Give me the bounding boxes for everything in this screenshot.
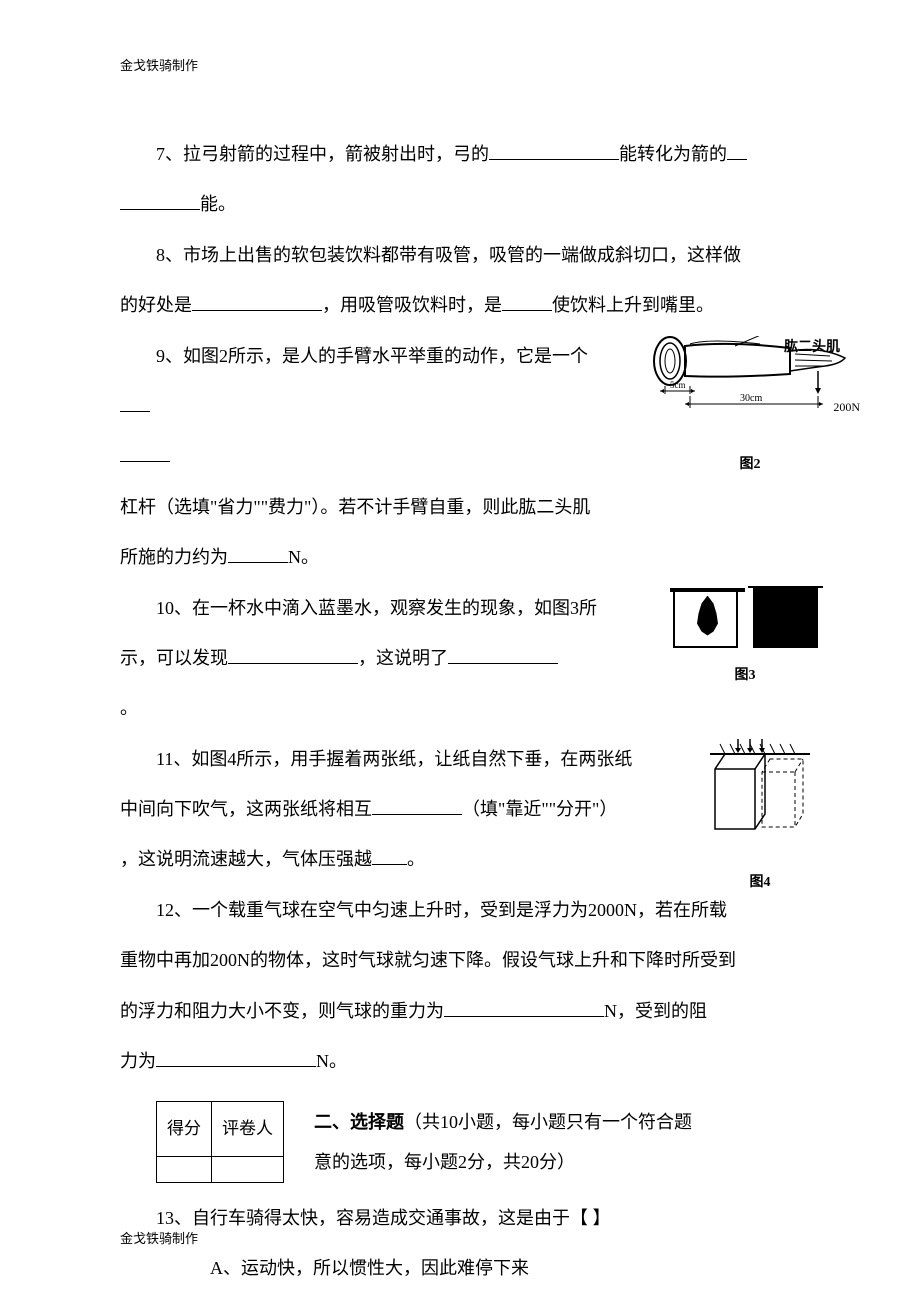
score-cell-grader[interactable] — [212, 1157, 284, 1183]
q7-blank-2b[interactable] — [120, 192, 200, 210]
question-9-line2: 杠杆（选填"省力""费力"）。若不计手臂自重，则此肱二头肌 — [120, 482, 800, 532]
q12-text-4a: 力为 — [120, 1051, 156, 1071]
q8-text-pre: 8、市场上出售的软包装饮料都带有吸管，吸管的一端做成斜切口，这样做 — [156, 245, 741, 265]
q8-blank-1[interactable] — [192, 293, 322, 311]
q11-text-2b: （填"靠近""分开"） — [462, 799, 617, 819]
q9-text-1: 9、如图2所示，是人的手臂水平举重的动作，它是一个 — [156, 346, 588, 366]
q10-text-end: 。 — [120, 698, 138, 718]
q10-blank-2[interactable] — [448, 646, 558, 664]
question-9-line3: 所施的力约为 N。 — [120, 532, 800, 582]
question-11-wrap: 图4 11、如图4所示，用手握着两张纸，让纸自然下垂，在两张纸 中间向下吹气，这… — [120, 734, 800, 885]
score-cell-score[interactable] — [157, 1157, 212, 1183]
q7-text-end: 能。 — [200, 194, 236, 214]
question-13-stem: 13、自行车骑得太快，容易造成交通事故，这是由于【 】 — [120, 1193, 800, 1243]
section-2-title-bold: 二、选择题 — [314, 1112, 404, 1132]
q7-blank-1[interactable] — [489, 142, 619, 160]
q11-text-3b: 。 — [407, 849, 425, 869]
q12-text-3a: 的浮力和阻力大小不变，则气球的重力为 — [120, 1001, 444, 1021]
question-12-line4: 力为 N。 — [120, 1036, 800, 1086]
q8-text-end: 使饮料上升到嘴里。 — [552, 295, 714, 315]
q7-text-pre: 7、拉弓射箭的过程中，箭被射出时，弓的 — [156, 144, 489, 164]
question-11-line1: 11、如图4所示，用手握着两张纸，让纸自然下垂，在两张纸 — [120, 734, 800, 784]
question-10-line1: 10、在一杯水中滴入蓝墨水，观察发生的现象，如图3所 — [120, 583, 800, 633]
fig2-force-label: 200N — [833, 391, 860, 425]
question-7: 7、拉弓射箭的过程中，箭被射出时，弓的 能转化为箭的 — [120, 129, 800, 179]
q9-blank-2[interactable] — [228, 545, 288, 563]
q7-blank-2a[interactable] — [727, 142, 747, 160]
footer-watermark: 金戈铁骑制作 — [120, 1228, 198, 1247]
section-2-header: 得分 评卷人 二、选择题（共10小题，每小题只有一个符合题 意的选项，每小题2分… — [120, 1101, 800, 1183]
q8-blank-2[interactable] — [502, 293, 552, 311]
question-8-cont: 的好处是 ，用吸管吸饮料时，是 使饮料上升到嘴里。 — [120, 280, 800, 330]
q12-text-2: 重物中再加200N的物体，这时气球就匀速下降。假设气球上升和下降时所受到 — [120, 950, 736, 970]
question-11-line3: ，这说明流速越大，气体压强越 。 — [120, 834, 800, 884]
question-9-line1: 9、如图2所示，是人的手臂水平举重的动作，它是一个 — [120, 331, 800, 432]
q9-blank-1a[interactable] — [120, 394, 150, 412]
q8-text-mid1: 的好处是 — [120, 295, 192, 315]
section-2-title: 二、选择题（共10小题，每小题只有一个符合题 意的选项，每小题2分，共20分） — [314, 1101, 800, 1182]
header-watermark: 金戈铁骑制作 — [120, 55, 800, 74]
q11-text-2a: 中间向下吹气，这两张纸将相互 — [120, 799, 372, 819]
q9-text-3b: N。 — [288, 547, 319, 567]
document-body: 7、拉弓射箭的过程中，箭被射出时，弓的 能转化为箭的 能。 8、市场上出售的软包装… — [120, 129, 800, 1294]
fig2-caption: 图2 — [650, 445, 850, 484]
q13-text: 13、自行车骑得太快，容易造成交通事故，这是由于【 】 — [156, 1208, 611, 1228]
section-2-title-rest: （共10小题，每小题只有一个符合题 — [404, 1112, 692, 1132]
q12-blank-2[interactable] — [156, 1049, 316, 1067]
q10-text-2a: 示，可以发现 — [120, 648, 228, 668]
question-7-cont: 能。 — [120, 179, 800, 229]
fig3-caption: 图3 — [660, 656, 830, 695]
question-12-line2: 重物中再加200N的物体，这时气球就匀速下降。假设气球上升和下降时所受到 — [120, 935, 800, 985]
question-11-line2: 中间向下吹气，这两张纸将相互 （填"靠近""分开"） — [120, 784, 800, 834]
q11-blank-2[interactable] — [372, 847, 407, 865]
question-10-wrap: 图3 10、在一杯水中滴入蓝墨水，观察发生的现象，如图3所 示，可以发现，这说明… — [120, 583, 800, 734]
q11-text-1: 11、如图4所示，用手握着两张纸，让纸自然下垂，在两张纸 — [156, 749, 632, 769]
score-header-grader: 评卷人 — [212, 1102, 284, 1157]
q9-text-2: 杠杆（选填"省力""费力"）。若不计手臂自重，则此肱二头肌 — [120, 497, 590, 517]
q9-text-3a: 所施的力约为 — [120, 547, 228, 567]
q12-text-3b: N，受到的阻 — [604, 1001, 707, 1021]
question-9-wrap: 肱二头肌 5cm — [120, 331, 800, 583]
score-header-score: 得分 — [157, 1102, 212, 1157]
q10-blank-1[interactable] — [228, 646, 358, 664]
q9-blank-1b[interactable] — [120, 444, 170, 462]
question-8: 8、市场上出售的软包装饮料都带有吸管，吸管的一端做成斜切口，这样做 — [120, 230, 800, 280]
q11-text-3a: ，这说明流速越大，气体压强越 — [120, 849, 372, 869]
question-12-line3: 的浮力和阻力大小不变，则气球的重力为 N，受到的阻 — [120, 986, 800, 1036]
q12-blank-1[interactable] — [444, 999, 604, 1017]
q8-text-mid2: ，用吸管吸饮料时，是 — [322, 295, 502, 315]
q12-text-1: 12、一个载重气球在空气中匀速上升时，受到是浮力为2000N，若在所载 — [156, 900, 727, 920]
q10-text-2b: ，这说明了 — [358, 648, 448, 668]
question-13-option-a: A、运动快，所以惯性大，因此难停下来 — [120, 1243, 800, 1293]
question-12-line1: 12、一个载重气球在空气中匀速上升时，受到是浮力为2000N，若在所载 — [120, 885, 800, 935]
q12-text-4b: N。 — [316, 1051, 347, 1071]
q7-text-mid: 能转化为箭的 — [619, 144, 727, 164]
section-2-title-line2: 意的选项，每小题2分，共20分） — [314, 1152, 575, 1172]
q13-optA-text: A、运动快，所以惯性大，因此难停下来 — [210, 1258, 529, 1278]
score-table: 得分 评卷人 — [156, 1101, 284, 1183]
q11-blank-1[interactable] — [372, 797, 462, 815]
q10-text-1: 10、在一杯水中滴入蓝墨水，观察发生的现象，如图3所 — [156, 598, 597, 618]
